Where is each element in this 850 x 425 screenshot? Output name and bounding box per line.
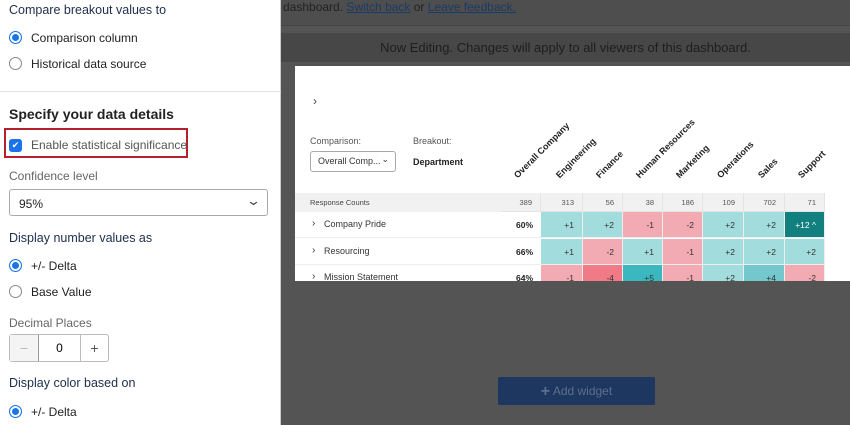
add-widget-label: Add widget — [552, 384, 613, 398]
increment-button[interactable]: + — [90, 340, 99, 356]
settings-panel: Compare breakout values to Comparison co… — [0, 0, 281, 425]
radio-label: +/- Delta — [31, 259, 77, 273]
row-label: Company Pride — [324, 219, 387, 229]
stat-sig-checkbox[interactable]: ✔ — [9, 139, 22, 152]
response-count: 389 — [501, 193, 541, 212]
radio-label: +/- Delta — [31, 405, 77, 419]
divider — [0, 91, 281, 92]
radio-delta[interactable] — [9, 259, 22, 272]
expand-icon[interactable]: › — [313, 94, 317, 108]
row-overall: 64% — [515, 273, 533, 281]
delta-cell: +12 ^ — [785, 212, 825, 238]
decimal-value[interactable]: 0 — [38, 335, 81, 361]
editing-banner: Now Editing. Changes will apply to all v… — [281, 33, 850, 62]
row-expand-icon[interactable]: › — [312, 218, 316, 229]
row-expand-icon[interactable]: › — [312, 244, 316, 256]
response-count: 56 — [583, 193, 623, 212]
comparison-select[interactable]: Overall Comp... ⌄ — [310, 151, 396, 172]
notice-text: dashboard. — [283, 0, 347, 14]
column-header: Operations — [714, 139, 756, 180]
display-color-heading: Display color based on — [9, 376, 136, 390]
delta-cell: -1 — [623, 212, 663, 238]
plus-icon: + — [540, 383, 551, 400]
delta-cell: -1 — [663, 238, 703, 265]
row-label: Resourcing — [324, 245, 370, 256]
row-overall: 60% — [515, 220, 533, 230]
delta-cell: +2 — [703, 212, 744, 238]
response-count: 38 — [623, 193, 663, 212]
delta-cell: -1 — [663, 265, 703, 281]
confidence-select[interactable]: 95% ⌄ — [9, 189, 268, 216]
switch-back-link[interactable]: Switch back — [346, 0, 411, 14]
delta-cell: +2 — [744, 238, 785, 265]
confidence-value: 95% — [19, 197, 44, 211]
delta-cell: +1 — [541, 238, 583, 265]
column-header: Support — [795, 148, 828, 180]
decimal-label: Decimal Places — [9, 316, 92, 330]
radio-comparison-column[interactable] — [9, 31, 22, 44]
response-counts-row: Response Counts — [295, 193, 825, 212]
delta-cell: +5 — [623, 265, 663, 281]
highlight-box — [4, 128, 188, 158]
delta-cell: -4 — [583, 265, 623, 281]
confidence-label: Confidence level — [9, 169, 98, 183]
delta-cell: +1 — [541, 212, 583, 238]
radio-label: Historical data source — [31, 57, 147, 71]
breakout-label: Breakout: — [413, 136, 452, 146]
column-header: Marketing — [673, 142, 712, 180]
response-counts-label: Response Counts — [310, 198, 370, 207]
compare-heading: Compare breakout values to — [9, 3, 167, 17]
chevron-down-icon: ⌄ — [245, 193, 262, 208]
table-row[interactable]: › Mission Statement 64% — [295, 265, 541, 281]
response-count: 702 — [744, 193, 785, 212]
radio-label: Base Value — [31, 285, 92, 299]
delta-cell: -2 — [785, 265, 825, 281]
delta-cell: +1 — [623, 238, 663, 265]
radio-base-value[interactable] — [9, 285, 22, 298]
breakout-widget: › Comparison: Overall Comp... ⌄ Breakout… — [295, 66, 850, 281]
row-label: Mission Statement — [324, 272, 399, 281]
delta-cell: +2 — [744, 212, 785, 238]
decimal-stepper[interactable]: − 0 + — [9, 334, 109, 362]
delta-cell: +2 — [785, 238, 825, 265]
delta-cell: +2 — [703, 265, 744, 281]
delta-cell: -2 — [663, 212, 703, 238]
delta-cell: +2 — [703, 238, 744, 265]
notice-bar: dashboard. Switch back or Leave feedback… — [281, 0, 850, 26]
column-header: Finance — [593, 148, 626, 180]
leave-feedback-link[interactable]: Leave feedback. — [427, 0, 516, 14]
column-header: Sales — [755, 156, 780, 180]
comparison-label: Comparison: — [310, 136, 362, 146]
response-count: 313 — [541, 193, 583, 212]
decrement-button[interactable]: − — [10, 335, 38, 361]
delta-cell: +4 — [744, 265, 785, 281]
row-overall: 66% — [515, 246, 533, 257]
section-title: Specify your data details — [9, 106, 174, 122]
notice-or: or — [410, 0, 428, 14]
display-number-heading: Display number values as — [9, 231, 153, 245]
radio-color-delta[interactable] — [9, 405, 22, 418]
breakout-value: Department — [413, 157, 464, 167]
table-row[interactable]: › Company Pride 60% — [295, 212, 541, 238]
stat-sig-label: Enable statistical significance — [31, 138, 188, 152]
chevron-down-icon: ⌄ — [381, 154, 389, 164]
comparison-value: Overall Comp... — [318, 156, 381, 166]
add-widget-button[interactable]: + Add widget — [498, 377, 655, 405]
delta-cell: -1 — [541, 265, 583, 281]
radio-historical-data-source[interactable] — [9, 57, 22, 70]
row-expand-icon[interactable]: › — [312, 271, 316, 281]
response-count: 71 — [785, 193, 825, 212]
table-row[interactable]: › Resourcing 66% — [295, 239, 541, 265]
column-header: Engineering — [553, 136, 598, 180]
response-count: 186 — [663, 193, 703, 212]
delta-cell: +2 — [583, 212, 623, 238]
radio-label: Comparison column — [31, 31, 138, 45]
response-count: 109 — [703, 193, 744, 212]
delta-cell: -2 — [583, 238, 623, 265]
